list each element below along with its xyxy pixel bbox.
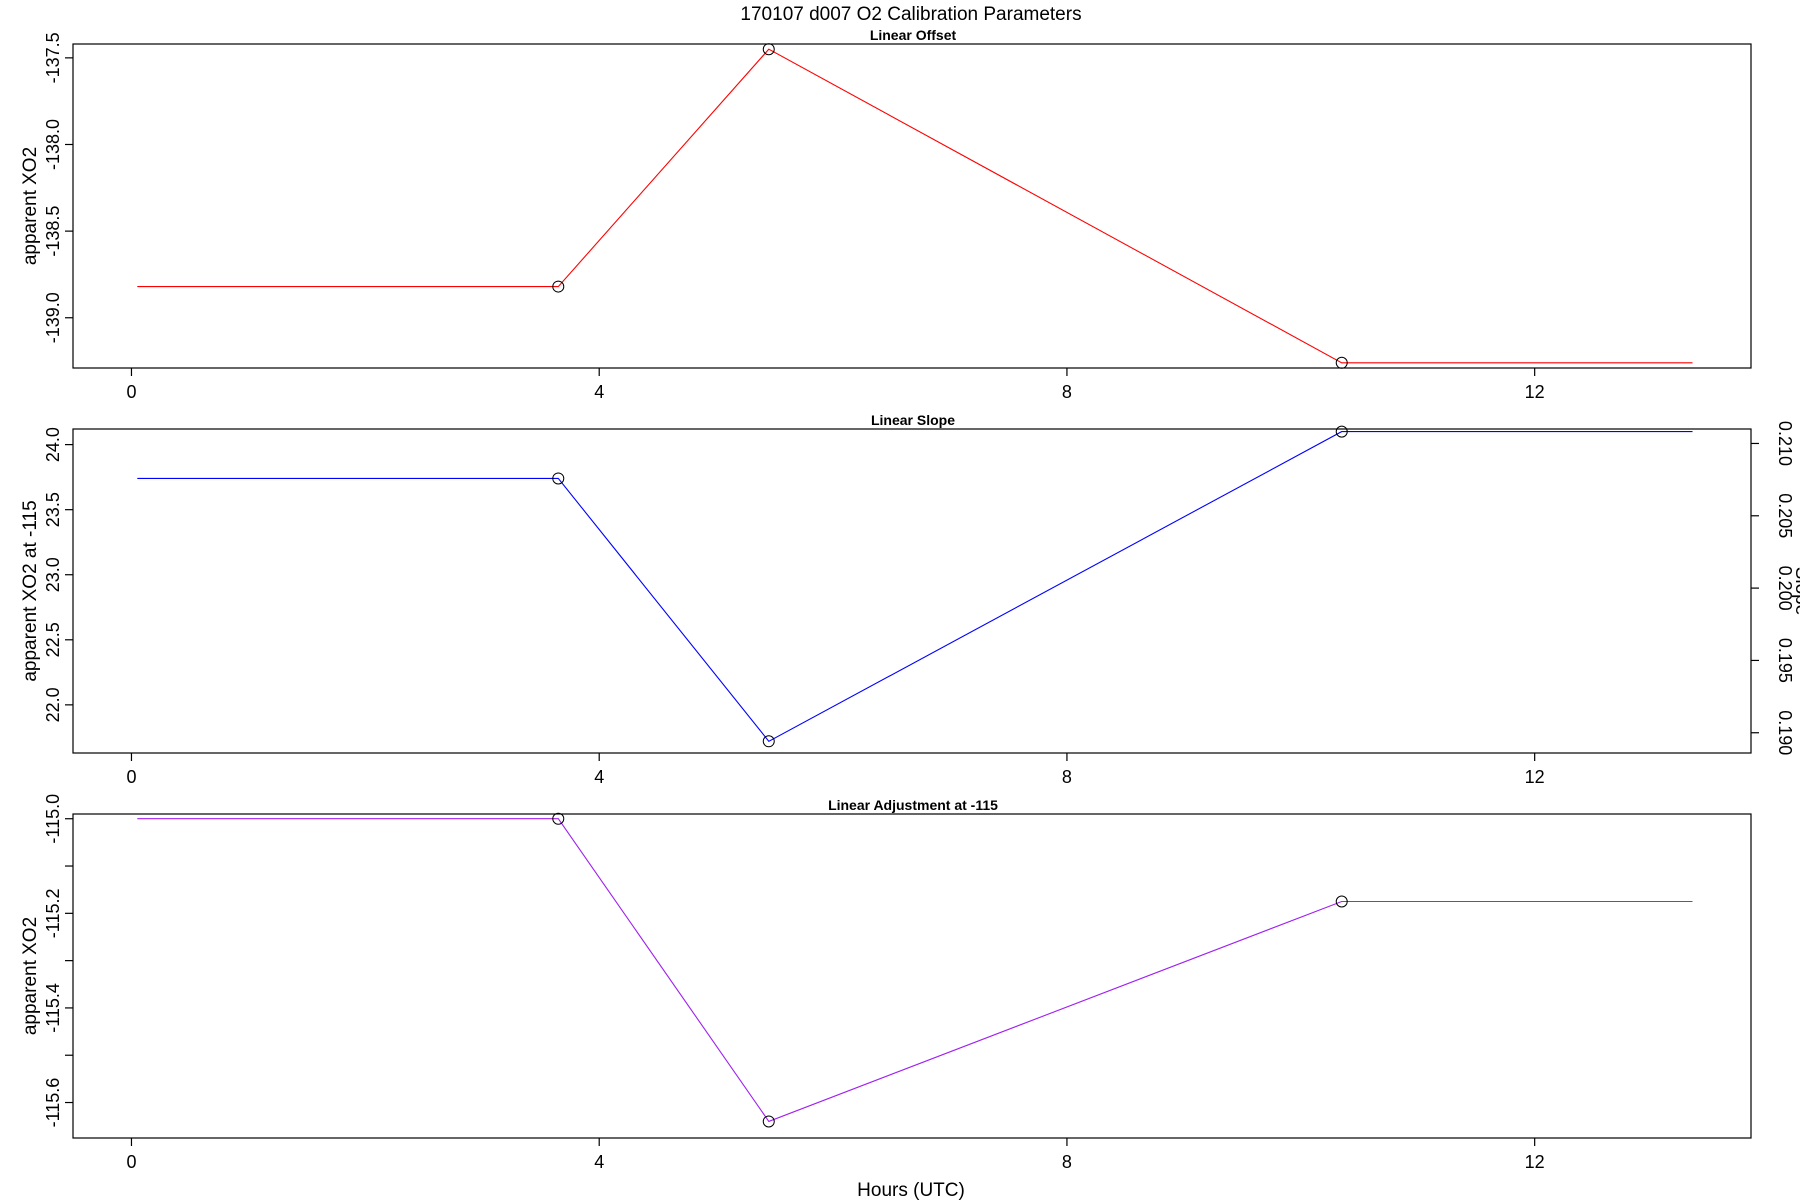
y-tick-label: 24.0 (43, 427, 63, 462)
x-tick-label: 4 (594, 382, 604, 402)
data-point-marker (1335, 895, 1348, 908)
panel-title: Linear Slope (871, 412, 955, 428)
data-point-marker (552, 280, 565, 293)
y-tick-label: -115.4 (43, 983, 63, 1033)
x-tick-label: 0 (126, 767, 136, 787)
figure-title: 170107 d007 O2 Calibration Parameters (740, 4, 1081, 25)
panels: Linear Offset 0 4 8 12 -139.0 -138.5 -138.0 -137… (20, 27, 1800, 1172)
data-point-marker (762, 735, 775, 748)
y-tick-label: 23.5 (43, 492, 63, 527)
y-tick-label: -137.5 (43, 32, 63, 83)
plot-frame (72, 428, 1752, 754)
figure-x-axis-label: Hours (UTC) (857, 1180, 965, 1200)
x-tick-label: 12 (1525, 767, 1545, 787)
y-tick-label: -138.5 (43, 206, 63, 257)
data-point-marker (552, 472, 565, 485)
panel-title: Linear Adjustment at -115 (828, 797, 998, 813)
x-tick-label: 8 (1062, 382, 1072, 402)
right-y-tick-label: 0.210 (1775, 421, 1795, 466)
panel-1: Linear Offset 0 4 8 12 -139.0 -138.5 -138.0 -137… (20, 27, 1752, 402)
plot-frame (72, 43, 1752, 369)
x-tick-label: 12 (1525, 382, 1545, 402)
x-tick-label: 12 (1525, 1152, 1545, 1172)
series-line (137, 818, 1693, 1123)
y-axis-label: apparent XO2 at -115 (20, 500, 41, 681)
x-tick-label: 4 (594, 1152, 604, 1172)
right-y-tick-label: 0.200 (1775, 566, 1795, 611)
y-tick-label: 22.0 (43, 687, 63, 722)
y-tick-label: 22.5 (43, 622, 63, 657)
data-point-marker (552, 812, 565, 825)
x-tick-label: 0 (126, 1152, 136, 1172)
x-tick-label: 4 (594, 767, 604, 787)
y-tick-label: -138.0 (43, 119, 63, 170)
x-tick-label: 0 (126, 382, 136, 402)
data-point-marker (762, 43, 775, 56)
x-tick-label: 8 (1062, 767, 1072, 787)
panel-title: Linear Offset (870, 27, 957, 43)
data-point-marker (1335, 356, 1348, 369)
series-line (137, 48, 1693, 364)
y-tick-label: -115.2 (43, 888, 63, 938)
y-axis-label: apparent XO2 (20, 917, 41, 1035)
y-axis-label: apparent XO2 (20, 147, 41, 265)
right-y-tick-label: 0.205 (1775, 493, 1795, 538)
plot-frame (72, 813, 1752, 1139)
panel-2: Linear Slope 0 4 8 12 22.0 22.5 23.0 23.5 24.0 app… (20, 412, 1800, 787)
y-tick-label: -139.0 (43, 292, 63, 343)
data-point-marker (1335, 425, 1348, 438)
y-tick-label: -115.6 (43, 1078, 63, 1128)
right-y-axis-label: Slope (1791, 567, 1800, 616)
panel-3: Linear Adjustment at -115 0 4 8 12 -115.6 -115… (20, 794, 1752, 1172)
y-tick-label: 23.0 (43, 557, 63, 592)
right-y-tick-label: 0.190 (1775, 710, 1795, 755)
series-line (137, 431, 1693, 743)
right-y-tick-label: 0.195 (1775, 638, 1795, 683)
x-tick-label: 8 (1062, 1152, 1072, 1172)
y-tick-label: -115.0 (43, 794, 63, 844)
data-point-marker (762, 1115, 775, 1128)
